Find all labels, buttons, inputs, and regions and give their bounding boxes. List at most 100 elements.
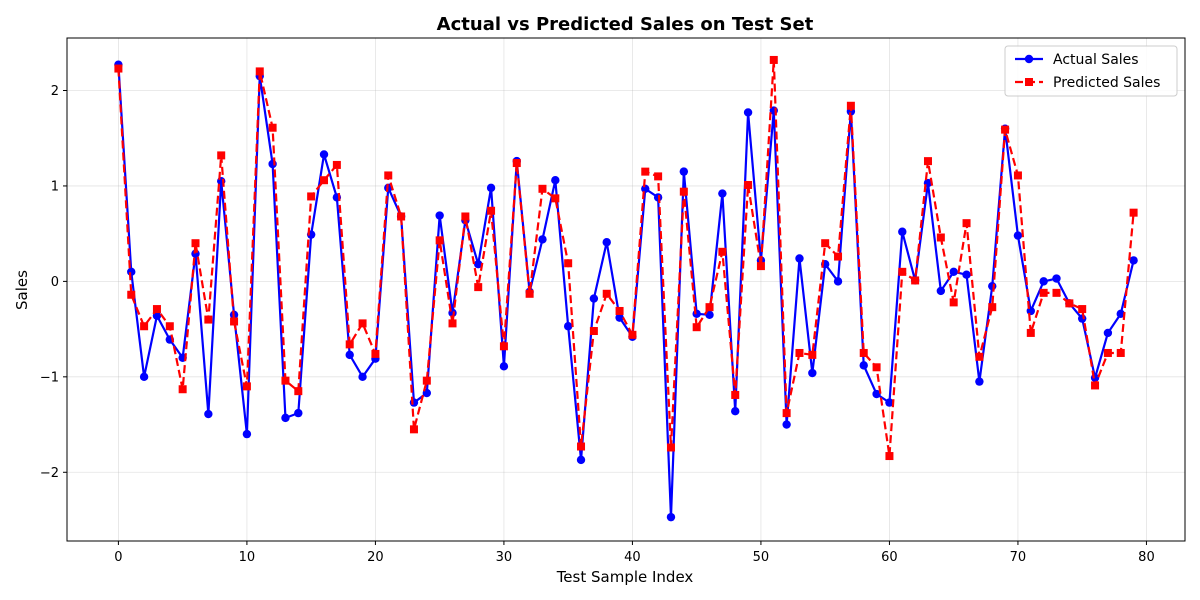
x-axis-label: Test Sample Index <box>556 568 694 586</box>
data-point <box>859 348 868 357</box>
data-point <box>666 443 675 452</box>
data-point <box>204 409 213 419</box>
y-tick-label: 0 <box>51 275 59 290</box>
data-point <box>589 294 599 303</box>
data-point <box>936 286 946 296</box>
data-point <box>641 167 650 176</box>
ticks: 0 10 20 30 40 50 60 70 80 −2 −1 0 1 2 <box>40 84 1155 565</box>
data-point <box>808 368 817 378</box>
data-point <box>1039 277 1048 286</box>
data-point <box>204 315 213 324</box>
data-point <box>705 310 714 319</box>
series-predicted-sales <box>114 55 1138 461</box>
data-point <box>975 377 984 386</box>
data-point <box>628 330 637 339</box>
data-point <box>242 429 252 439</box>
data-point <box>1013 231 1023 240</box>
data-point <box>320 176 329 185</box>
data-point <box>152 305 161 314</box>
series-actual-sales <box>114 60 1138 522</box>
data-point <box>782 420 791 429</box>
data-point <box>564 259 573 268</box>
data-point <box>499 362 509 371</box>
data-point <box>744 180 753 189</box>
data-point <box>1013 171 1022 180</box>
series-line <box>117 58 1135 458</box>
data-point <box>409 398 419 407</box>
data-point <box>345 350 354 360</box>
data-point <box>705 303 714 312</box>
data-point <box>1103 328 1113 338</box>
data-point <box>1052 288 1061 297</box>
data-point <box>191 239 200 248</box>
data-point <box>294 387 303 396</box>
data-point <box>577 442 586 451</box>
data-point <box>898 267 907 276</box>
data-point <box>1078 305 1087 314</box>
data-point <box>898 227 907 236</box>
data-point <box>885 398 894 407</box>
y-axis-label: Sales <box>13 270 31 310</box>
data-point <box>679 187 688 196</box>
data-point <box>1039 288 1048 297</box>
legend-marker <box>1025 78 1033 86</box>
data-point <box>448 319 457 328</box>
data-point <box>936 233 945 242</box>
data-point <box>409 425 418 434</box>
data-point <box>846 101 855 110</box>
data-point <box>731 406 740 416</box>
data-point <box>268 123 277 132</box>
data-point <box>140 322 149 331</box>
data-point <box>743 108 753 117</box>
data-point <box>384 171 393 180</box>
y-tick-label: −2 <box>40 466 59 481</box>
series-layer <box>114 55 1138 522</box>
data-point <box>872 389 881 399</box>
chart-title: Actual vs Predicted Sales on Test Set <box>437 14 814 35</box>
x-tick-label: 80 <box>1138 550 1155 565</box>
y-tick-label: 1 <box>51 179 59 194</box>
data-point <box>615 313 624 322</box>
data-point <box>563 322 573 331</box>
data-point <box>949 267 958 277</box>
data-point <box>795 348 804 357</box>
data-point <box>1129 256 1138 265</box>
data-point <box>1091 381 1100 390</box>
data-point <box>911 276 920 285</box>
data-point <box>576 455 586 465</box>
data-point <box>1065 299 1074 308</box>
data-point <box>988 303 997 312</box>
data-point <box>319 150 329 159</box>
legend: Actual Sales Predicted Sales <box>1004 45 1178 97</box>
x-tick-label: 50 <box>753 550 770 565</box>
data-point <box>371 349 380 358</box>
data-point <box>461 212 470 221</box>
y-tick-label: 2 <box>51 84 59 99</box>
data-point <box>487 206 496 215</box>
x-tick-label: 40 <box>624 550 641 565</box>
data-point <box>821 239 830 248</box>
data-point <box>422 376 431 385</box>
data-point <box>165 322 174 331</box>
data-point <box>281 376 290 385</box>
grid <box>67 38 1185 541</box>
data-point <box>602 238 611 247</box>
data-point <box>486 183 496 193</box>
data-point <box>127 267 136 277</box>
data-point <box>654 172 663 181</box>
data-point <box>230 317 239 326</box>
data-point <box>358 319 367 328</box>
data-point <box>808 350 817 359</box>
legend-marker <box>1024 54 1034 64</box>
x-tick-label: 30 <box>496 550 513 565</box>
x-tick-label: 0 <box>114 550 122 565</box>
data-point <box>885 452 894 461</box>
data-point <box>178 385 187 394</box>
data-point <box>589 327 598 336</box>
data-point <box>1026 328 1035 337</box>
data-point <box>551 194 560 203</box>
data-point <box>718 189 727 198</box>
data-point <box>666 512 676 522</box>
data-point <box>397 212 406 221</box>
